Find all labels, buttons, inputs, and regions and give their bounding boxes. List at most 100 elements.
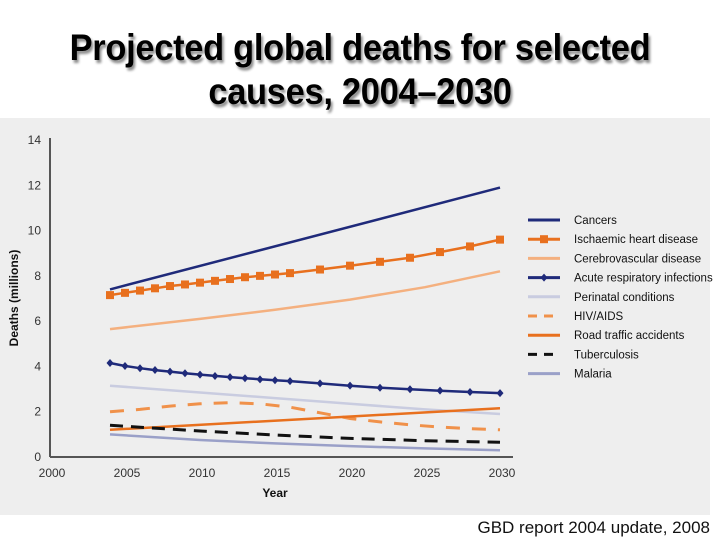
chart-panel bbox=[0, 118, 710, 515]
data-point bbox=[121, 361, 129, 370]
legend-item: Ischaemic heart disease bbox=[528, 234, 698, 246]
y-axis-label: Deaths (millions) bbox=[7, 250, 21, 347]
x-tick-label: 2020 bbox=[339, 466, 366, 480]
legend-label: Acute respiratory infections bbox=[574, 273, 713, 285]
data-point bbox=[346, 261, 354, 270]
y-tick-label: 6 bbox=[34, 314, 41, 328]
legend-marker bbox=[540, 273, 548, 282]
series-line bbox=[109, 270, 501, 331]
data-point bbox=[196, 278, 204, 287]
x-tick-label: 2005 bbox=[114, 466, 141, 480]
data-point bbox=[136, 286, 144, 295]
data-point bbox=[121, 288, 129, 297]
slide-title: Projected global deaths for selected cau… bbox=[69, 27, 651, 112]
y-tick-label: 12 bbox=[28, 178, 42, 192]
legend-label: Malaria bbox=[574, 369, 612, 381]
x-axis-label: Year bbox=[262, 486, 288, 500]
y-tick-label: 4 bbox=[34, 359, 41, 373]
x-tick-label: 2000 bbox=[39, 466, 66, 480]
data-point bbox=[166, 282, 174, 291]
series-road-traffic-accidents bbox=[109, 407, 501, 432]
data-point bbox=[136, 364, 144, 373]
legend-label: HIV/AIDS bbox=[574, 311, 624, 323]
data-point bbox=[406, 385, 414, 394]
data-point bbox=[106, 291, 114, 300]
data-point bbox=[496, 389, 504, 398]
data-point bbox=[286, 269, 294, 278]
data-point bbox=[436, 386, 444, 395]
series-line bbox=[109, 401, 501, 432]
x-tick-label: 2015 bbox=[264, 466, 291, 480]
data-point bbox=[496, 235, 504, 244]
data-point bbox=[271, 270, 279, 279]
legend-item: HIV/AIDS bbox=[528, 311, 624, 323]
data-point bbox=[376, 257, 384, 266]
series-line bbox=[109, 433, 501, 452]
source-citation: GBD report 2004 update, 2008 bbox=[477, 518, 711, 537]
data-point bbox=[151, 366, 159, 375]
series-malaria bbox=[109, 433, 501, 452]
legend-item: Cancers bbox=[528, 215, 617, 227]
axes: 0 2 4 6 8 10 12 14 2000 2005 2010 2015 2020 2025 2030 bbox=[28, 133, 516, 480]
legend-item: Acute respiratory infections bbox=[528, 273, 713, 285]
legend-item: Tuberculosis bbox=[528, 349, 639, 361]
y-tick-label: 0 bbox=[34, 450, 41, 464]
data-point bbox=[376, 383, 384, 392]
data-point bbox=[466, 242, 474, 251]
data-point bbox=[226, 373, 234, 382]
legend-label: Road traffic accidents bbox=[574, 330, 685, 342]
data-point bbox=[316, 379, 324, 388]
x-tick-label: 2025 bbox=[414, 466, 441, 480]
data-point bbox=[241, 273, 249, 282]
data-point bbox=[256, 375, 264, 384]
legend-label: Cerebrovascular disease bbox=[574, 253, 701, 265]
data-point bbox=[106, 359, 114, 368]
x-tick-label: 2010 bbox=[189, 466, 216, 480]
y-tick-label: 10 bbox=[28, 224, 42, 238]
data-point bbox=[211, 276, 219, 285]
data-point bbox=[271, 376, 279, 385]
data-point bbox=[211, 371, 219, 380]
legend-item: Cerebrovascular disease bbox=[528, 253, 701, 265]
data-point bbox=[466, 388, 474, 397]
legend-item: Road traffic accidents bbox=[528, 330, 685, 342]
data-point bbox=[256, 271, 264, 280]
series-ischaemic-heart-disease bbox=[106, 235, 504, 300]
series-line bbox=[109, 423, 501, 444]
legend-item: Malaria bbox=[528, 369, 612, 381]
y-tick-label: 8 bbox=[34, 269, 41, 283]
data-point bbox=[196, 370, 204, 379]
data-point bbox=[406, 253, 414, 262]
series-perinatal-conditions bbox=[109, 384, 501, 416]
data-point bbox=[181, 369, 189, 378]
legend-label: Ischaemic heart disease bbox=[574, 234, 698, 246]
series-hiv-aids bbox=[109, 401, 501, 432]
data-point bbox=[316, 265, 324, 274]
series-line bbox=[109, 384, 501, 416]
series-line bbox=[109, 186, 501, 291]
series-layer bbox=[106, 186, 504, 452]
legend: Cancers Ischaemic heart disease Cerebrovas… bbox=[528, 215, 713, 381]
series-cancers bbox=[109, 186, 501, 291]
legend-item: Perinatal conditions bbox=[528, 292, 675, 304]
x-tick-label: 2030 bbox=[489, 466, 516, 480]
data-point bbox=[166, 367, 174, 376]
y-tick-label: 14 bbox=[28, 133, 42, 147]
series-cerebrovascular-disease bbox=[109, 270, 501, 331]
data-point bbox=[436, 248, 444, 257]
data-point bbox=[346, 381, 354, 390]
legend-label: Cancers bbox=[574, 215, 617, 227]
legend-label: Perinatal conditions bbox=[574, 292, 675, 304]
series-line bbox=[109, 407, 501, 432]
y-tick-label: 2 bbox=[34, 405, 41, 419]
legend-label: Tuberculosis bbox=[574, 349, 639, 361]
data-point bbox=[226, 275, 234, 284]
data-point bbox=[181, 280, 189, 289]
series-tuberculosis bbox=[109, 423, 501, 444]
data-point bbox=[151, 284, 159, 293]
series-acute-respiratory-infections bbox=[106, 359, 504, 398]
data-point bbox=[241, 374, 249, 383]
data-point bbox=[286, 377, 294, 386]
legend-marker bbox=[540, 235, 548, 244]
